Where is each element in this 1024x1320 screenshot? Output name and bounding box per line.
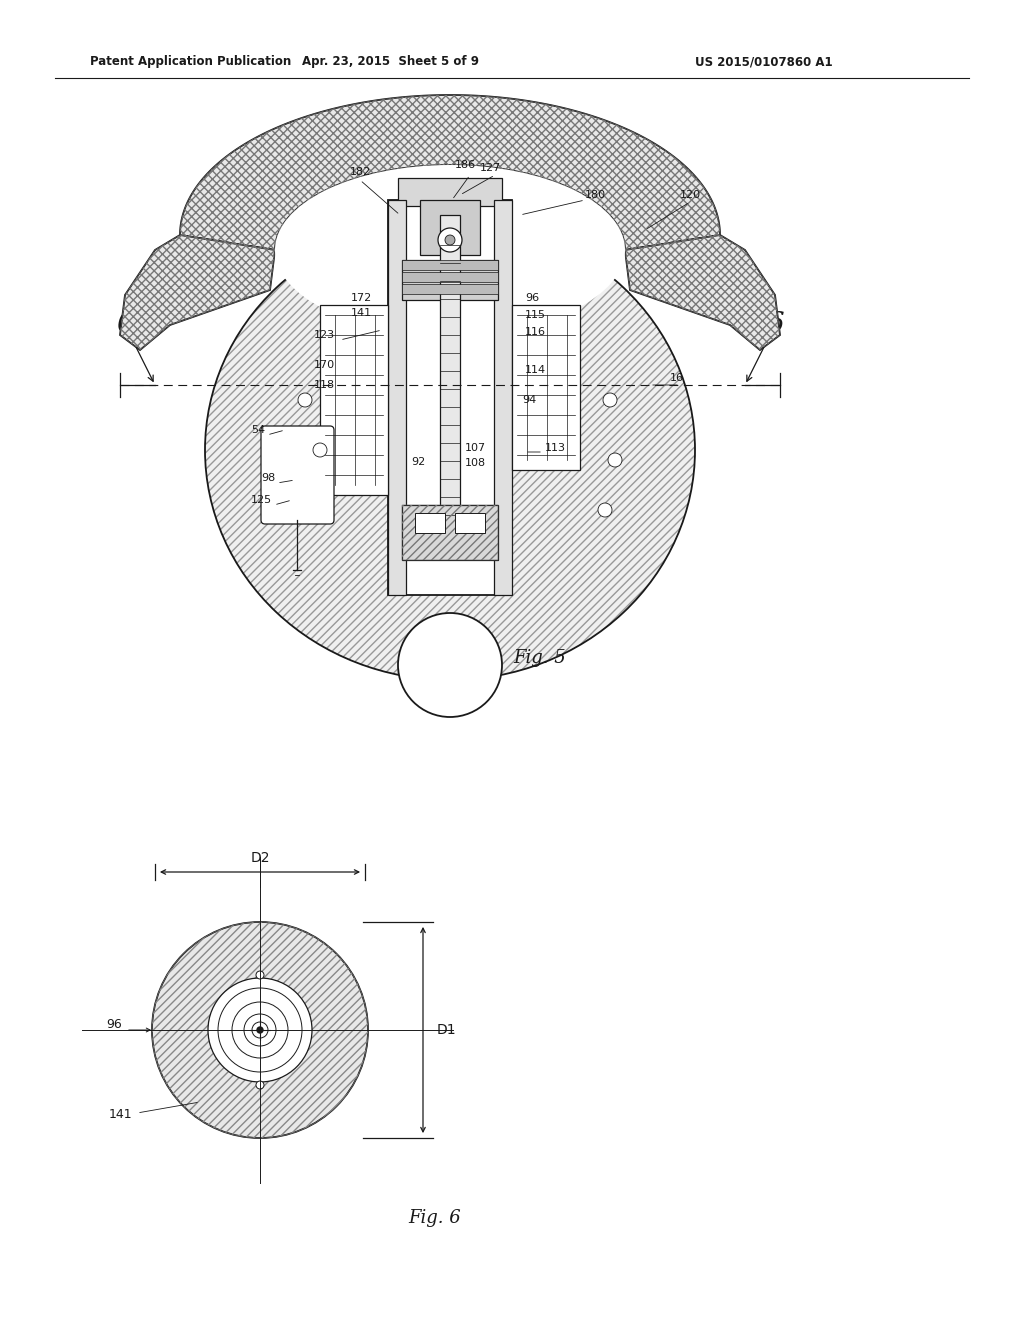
Text: 125: 125 [251, 495, 272, 506]
Bar [402, 260, 498, 271]
Bar [402, 260, 498, 300]
Text: 98: 98 [261, 473, 275, 483]
Text: D2: D2 [250, 851, 269, 865]
Bar [415, 513, 445, 533]
Text: 180: 180 [585, 190, 606, 201]
Bar [402, 506, 498, 560]
Circle shape [257, 1027, 263, 1034]
Circle shape [256, 1081, 264, 1089]
Text: 182: 182 [350, 168, 372, 177]
Ellipse shape [152, 921, 368, 1138]
Text: Fig. 5: Fig. 5 [514, 649, 566, 667]
Text: Apr. 23, 2015  Sheet 5 of 9: Apr. 23, 2015 Sheet 5 of 9 [301, 55, 478, 69]
Text: 114: 114 [525, 366, 546, 375]
Bar [440, 215, 460, 550]
Bar [494, 201, 512, 595]
Circle shape [603, 393, 617, 407]
Text: 113: 113 [545, 444, 566, 453]
Text: 116: 116 [525, 327, 546, 337]
Text: 186: 186 [455, 160, 476, 170]
Circle shape [298, 393, 312, 407]
Text: 6: 6 [766, 312, 783, 338]
Bar [455, 513, 485, 533]
Text: 54: 54 [251, 425, 265, 436]
Text: 172: 172 [351, 293, 372, 304]
Bar [402, 284, 498, 294]
Text: 115: 115 [525, 310, 546, 319]
Text: 141: 141 [351, 308, 372, 318]
Text: 96: 96 [525, 293, 539, 304]
Circle shape [438, 228, 462, 252]
Text: 108: 108 [465, 458, 486, 469]
Text: 118: 118 [314, 380, 335, 389]
Text: 6: 6 [116, 312, 134, 338]
Circle shape [208, 978, 312, 1082]
Bar [388, 201, 512, 595]
Bar [398, 178, 502, 206]
Text: 141: 141 [109, 1109, 132, 1122]
Bar [319, 305, 388, 495]
Text: Fig. 6: Fig. 6 [409, 1209, 462, 1228]
Bar [388, 201, 406, 595]
Text: 127: 127 [480, 162, 502, 173]
Circle shape [598, 503, 612, 517]
Text: 123: 123 [314, 330, 335, 341]
Polygon shape [120, 235, 275, 350]
Text: 170: 170 [314, 360, 335, 370]
Circle shape [313, 444, 327, 457]
Bar [402, 506, 498, 560]
Text: 120: 120 [680, 190, 701, 201]
Text: 96: 96 [106, 1019, 122, 1031]
Text: D1: D1 [437, 1023, 457, 1038]
Bar [420, 201, 480, 255]
Polygon shape [180, 95, 720, 249]
Ellipse shape [275, 165, 625, 335]
Text: 94: 94 [522, 395, 537, 405]
Bar [512, 305, 580, 470]
Text: Patent Application Publication: Patent Application Publication [90, 55, 291, 69]
Ellipse shape [205, 220, 695, 680]
Polygon shape [625, 235, 780, 350]
Text: 107: 107 [465, 444, 486, 453]
Circle shape [256, 972, 264, 979]
Circle shape [398, 612, 502, 717]
Text: US 2015/0107860 A1: US 2015/0107860 A1 [695, 55, 833, 69]
Circle shape [445, 235, 455, 246]
Circle shape [608, 453, 622, 467]
Text: 92: 92 [411, 457, 425, 467]
Text: 16: 16 [670, 374, 684, 383]
Bar [402, 272, 498, 282]
FancyBboxPatch shape [261, 426, 334, 524]
